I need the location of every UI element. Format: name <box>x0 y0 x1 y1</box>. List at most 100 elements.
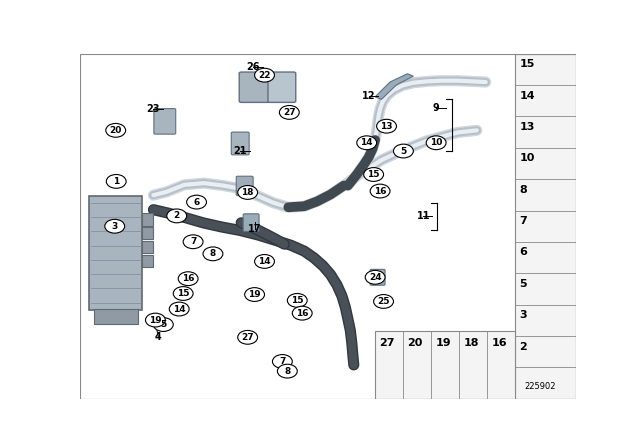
Circle shape <box>178 272 198 285</box>
Text: 2: 2 <box>173 211 180 220</box>
Circle shape <box>237 185 257 199</box>
Circle shape <box>105 220 125 233</box>
Text: 16: 16 <box>492 338 507 349</box>
Bar <box>142 254 153 267</box>
Circle shape <box>167 209 187 223</box>
Circle shape <box>364 168 383 181</box>
Circle shape <box>106 124 125 137</box>
Circle shape <box>277 364 297 378</box>
Text: 3: 3 <box>520 310 527 320</box>
Circle shape <box>173 287 193 301</box>
Circle shape <box>255 68 275 82</box>
Circle shape <box>203 247 223 261</box>
Text: 27: 27 <box>241 333 254 342</box>
Text: 14: 14 <box>173 305 186 314</box>
Text: 15: 15 <box>367 170 380 179</box>
FancyBboxPatch shape <box>268 72 296 103</box>
Text: 5: 5 <box>520 279 527 289</box>
Circle shape <box>169 302 189 316</box>
Text: 225902: 225902 <box>525 382 556 391</box>
Bar <box>142 227 153 239</box>
Text: 5: 5 <box>160 320 166 329</box>
Text: 18: 18 <box>463 338 479 349</box>
FancyBboxPatch shape <box>239 72 271 103</box>
Text: 20: 20 <box>109 126 122 135</box>
Text: 14: 14 <box>360 138 373 147</box>
Text: 1: 1 <box>113 177 119 186</box>
Text: 8: 8 <box>210 250 216 258</box>
Circle shape <box>365 271 385 284</box>
Circle shape <box>255 254 275 268</box>
Text: 25: 25 <box>378 297 390 306</box>
Text: 27: 27 <box>379 338 395 349</box>
Circle shape <box>106 174 126 188</box>
Text: 3: 3 <box>111 222 118 231</box>
Text: 19: 19 <box>248 290 261 299</box>
Text: 8: 8 <box>520 185 527 195</box>
Text: 22: 22 <box>259 71 271 80</box>
Text: 10: 10 <box>430 138 442 147</box>
Circle shape <box>376 119 396 133</box>
Text: 13: 13 <box>380 122 393 131</box>
Circle shape <box>426 136 446 150</box>
FancyBboxPatch shape <box>243 214 259 232</box>
Text: 16: 16 <box>296 309 308 318</box>
Circle shape <box>244 288 264 302</box>
Text: 8: 8 <box>284 366 291 375</box>
Text: 26: 26 <box>246 62 259 72</box>
FancyBboxPatch shape <box>236 176 253 195</box>
Circle shape <box>370 184 390 198</box>
Text: 7: 7 <box>520 216 527 226</box>
Circle shape <box>183 235 203 249</box>
Text: 13: 13 <box>520 122 535 132</box>
Circle shape <box>237 331 257 344</box>
Bar <box>94 309 138 323</box>
Text: 6: 6 <box>520 247 527 258</box>
Bar <box>89 196 143 310</box>
Text: 16: 16 <box>182 274 195 283</box>
Circle shape <box>374 294 394 308</box>
Text: 20: 20 <box>407 338 422 349</box>
Text: 7: 7 <box>190 237 196 246</box>
Text: 19: 19 <box>149 315 162 324</box>
Text: 24: 24 <box>369 273 381 282</box>
Circle shape <box>273 354 292 368</box>
Bar <box>80 54 515 399</box>
Text: 14: 14 <box>258 257 271 266</box>
FancyBboxPatch shape <box>370 269 385 285</box>
Circle shape <box>187 195 207 209</box>
Text: 19: 19 <box>435 338 451 349</box>
FancyBboxPatch shape <box>154 108 176 134</box>
Text: 4: 4 <box>155 332 162 342</box>
Circle shape <box>145 313 165 327</box>
Text: 9: 9 <box>433 103 440 113</box>
Text: 21: 21 <box>233 146 246 156</box>
Circle shape <box>154 318 173 332</box>
Bar <box>375 332 515 399</box>
Circle shape <box>394 144 413 158</box>
Bar <box>515 54 576 399</box>
FancyBboxPatch shape <box>231 132 249 155</box>
Circle shape <box>356 136 376 150</box>
Text: 10: 10 <box>520 153 535 164</box>
Text: 27: 27 <box>283 108 296 117</box>
Circle shape <box>280 105 300 119</box>
Text: 12: 12 <box>362 91 376 101</box>
Text: 11: 11 <box>417 211 430 221</box>
Text: 5: 5 <box>400 146 406 155</box>
Bar <box>142 213 153 225</box>
Text: 7: 7 <box>279 357 285 366</box>
Text: 16: 16 <box>374 186 387 196</box>
Polygon shape <box>375 74 413 99</box>
Text: 23: 23 <box>147 104 160 114</box>
Circle shape <box>287 293 307 307</box>
Text: 15: 15 <box>520 59 535 69</box>
Text: 15: 15 <box>291 296 303 305</box>
Text: 2: 2 <box>520 341 527 352</box>
Bar <box>142 241 153 253</box>
Text: 15: 15 <box>177 289 189 298</box>
Circle shape <box>292 306 312 320</box>
Text: 17: 17 <box>248 224 261 234</box>
Text: 6: 6 <box>193 198 200 207</box>
Text: 18: 18 <box>241 188 254 197</box>
